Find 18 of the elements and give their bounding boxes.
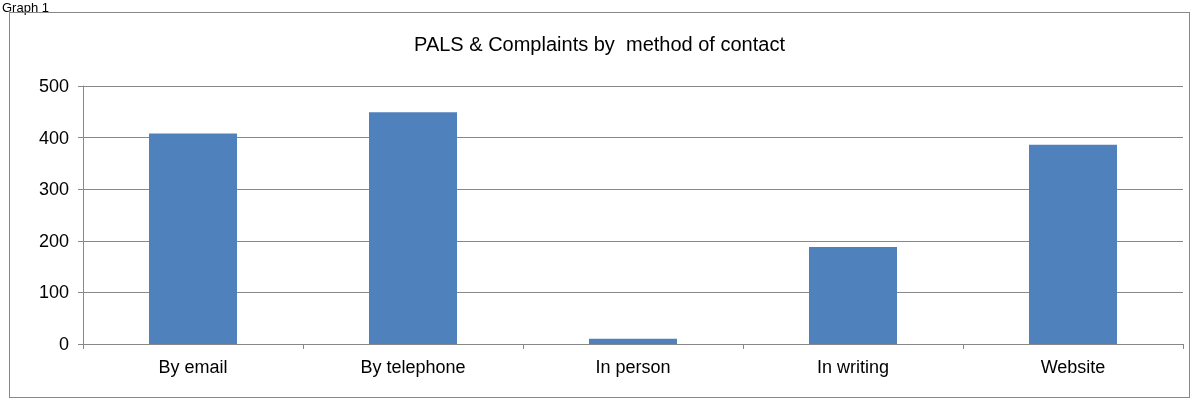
y-tick-label: 300 bbox=[38, 179, 69, 200]
bar bbox=[589, 338, 677, 344]
x-tick-label: Website bbox=[1040, 357, 1106, 377]
y-tick-label: 100 bbox=[38, 282, 69, 303]
bar bbox=[369, 112, 457, 344]
bar bbox=[809, 246, 897, 344]
bar bbox=[149, 133, 237, 344]
bar bbox=[1029, 144, 1117, 344]
y-tick-label: 0 bbox=[58, 334, 69, 354]
x-tick-label: By email bbox=[158, 357, 228, 377]
chart-title: PALS & Complaints by method of contact bbox=[414, 33, 786, 55]
caption: Graph 1 bbox=[2, 0, 49, 15]
x-tick-label: In person bbox=[595, 357, 671, 377]
y-tick-label: 400 bbox=[38, 127, 69, 148]
x-tick-label: By telephone bbox=[360, 357, 466, 377]
y-tick-label: 200 bbox=[38, 230, 69, 251]
x-tick-label: In writing bbox=[816, 357, 890, 377]
y-tick-label: 500 bbox=[38, 76, 69, 96]
